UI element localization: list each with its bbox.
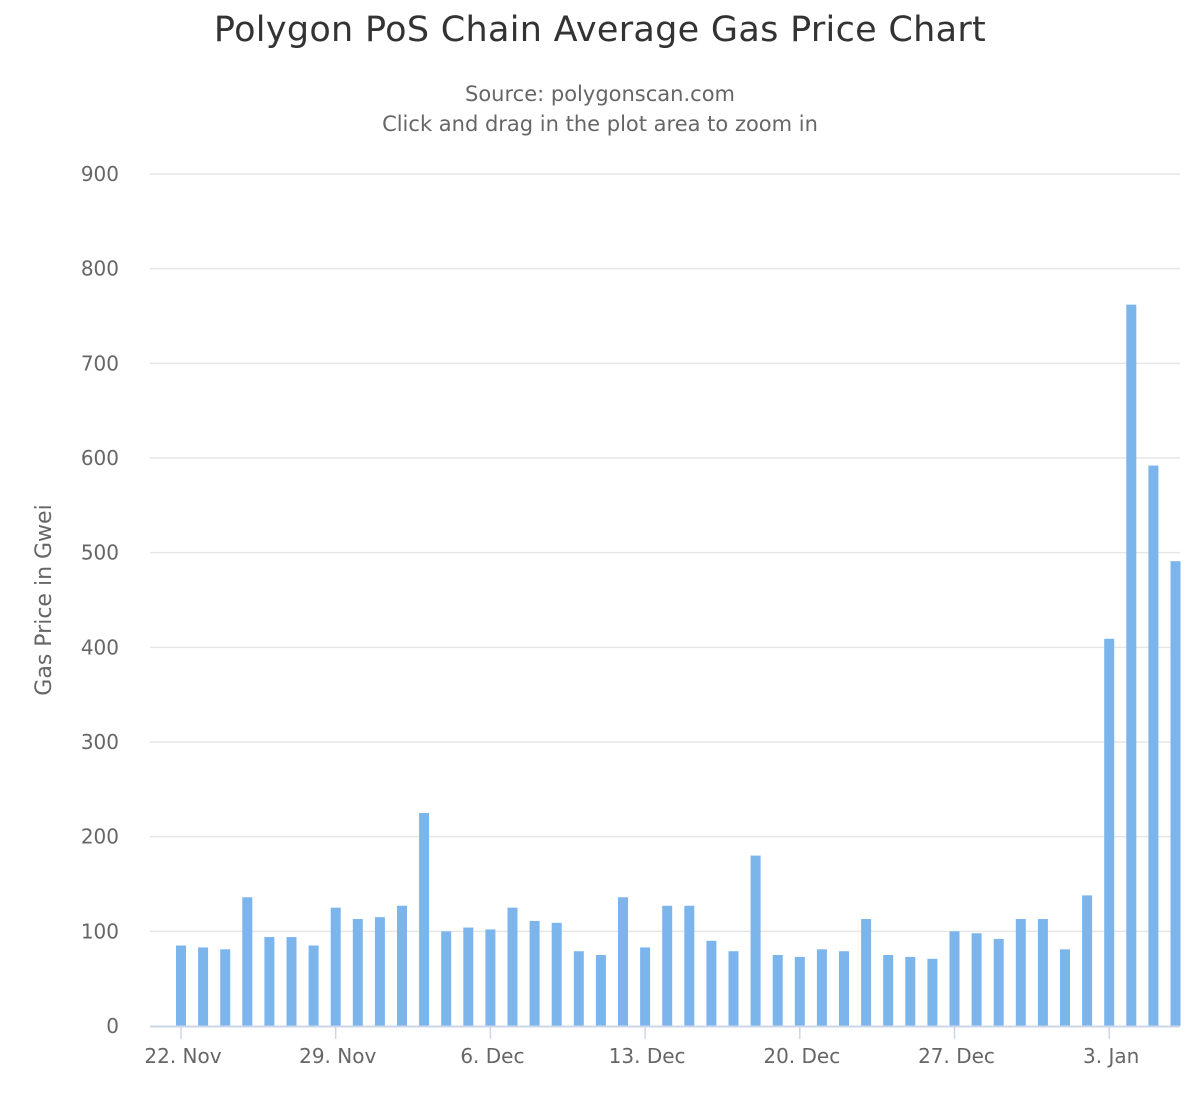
y-tick-label-100: 100 [81, 919, 119, 943]
bar-2[interactable] [220, 949, 231, 1026]
bar-series [176, 304, 1181, 1026]
y-tick-label-700: 700 [81, 351, 119, 375]
y-tick-label-200: 200 [81, 825, 119, 849]
bar-29[interactable] [816, 949, 827, 1026]
bar-5[interactable] [286, 937, 297, 1026]
bar-35[interactable] [949, 931, 960, 1026]
x-tick-label: 13. Dec [609, 1044, 686, 1068]
bar-37[interactable] [993, 938, 1004, 1026]
bar-19[interactable] [595, 955, 606, 1026]
bar-26[interactable] [750, 855, 761, 1026]
bar-45[interactable] [1170, 561, 1181, 1026]
bar-40[interactable] [1060, 949, 1070, 1026]
x-tick-label: 20. Dec [763, 1044, 840, 1068]
bar-36[interactable] [971, 933, 982, 1026]
bar-8[interactable] [352, 919, 363, 1026]
bar-41[interactable] [1082, 895, 1093, 1026]
y-tick-label-800: 800 [81, 257, 119, 281]
y-tick-label-600: 600 [81, 446, 119, 470]
bar-33[interactable] [905, 956, 916, 1026]
x-tick-label: 6. Dec [460, 1044, 524, 1068]
y-tick-label-0: 0 [106, 1014, 119, 1038]
chart-subtitle-source: Source: polygonscan.com [465, 82, 735, 106]
bar-31[interactable] [861, 919, 872, 1026]
x-axis: 22. Nov 29. Nov 6. Dec 13. Dec 20. Dec 27. De… [144, 1025, 1180, 1068]
bar-1[interactable] [198, 947, 209, 1026]
x-tick-label: 22. Nov [144, 1044, 221, 1068]
bar-16[interactable] [529, 920, 540, 1026]
bar-24[interactable] [706, 940, 717, 1026]
bar-13[interactable] [463, 927, 474, 1026]
bar-25[interactable] [728, 951, 739, 1026]
bar-3[interactable] [242, 897, 253, 1026]
y-tick-label-500: 500 [81, 541, 119, 565]
y-gridlines [150, 173, 1180, 933]
bar-32[interactable] [883, 955, 894, 1026]
bar-30[interactable] [839, 951, 849, 1026]
y-axis-label: Gas Price in Gwei [32, 504, 57, 695]
bar-21[interactable] [640, 947, 651, 1026]
bar-28[interactable] [794, 956, 805, 1026]
bar-15[interactable] [507, 907, 518, 1026]
bar-7[interactable] [330, 907, 341, 1026]
bar-23[interactable] [684, 905, 695, 1026]
bar-12[interactable] [441, 931, 452, 1026]
x-tick-label: 27. Dec [918, 1044, 995, 1068]
y-axis-tick-labels: 0 100 200 300 400 500 600 700 800 900 [81, 162, 119, 1038]
bar-39[interactable] [1037, 919, 1048, 1026]
x-tick-label: 3. Jan [1083, 1044, 1139, 1068]
bar-44[interactable] [1148, 465, 1159, 1026]
y-tick-label-900: 900 [81, 162, 119, 186]
bar-18[interactable] [573, 951, 584, 1026]
x-tick-label: 29. Nov [299, 1044, 376, 1068]
bar-14[interactable] [485, 929, 496, 1026]
bar-22[interactable] [662, 905, 673, 1026]
y-tick-label-300: 300 [81, 730, 119, 754]
y-tick-label-400: 400 [81, 635, 119, 659]
bar-11[interactable] [419, 813, 430, 1026]
bar-9[interactable] [374, 917, 385, 1026]
bar-0[interactable] [176, 945, 186, 1026]
bar-17[interactable] [551, 922, 562, 1026]
bar-20[interactable] [618, 897, 628, 1026]
bar-4[interactable] [264, 937, 275, 1026]
chart-title: Polygon PoS Chain Average Gas Price Char… [213, 10, 987, 50]
bar-6[interactable] [308, 945, 319, 1026]
bar-27[interactable] [772, 955, 783, 1026]
chart-subtitle-zoom-hint: Click and drag in the plot area to zoom … [382, 112, 818, 136]
bar-38[interactable] [1015, 919, 1026, 1026]
bar-43[interactable] [1126, 304, 1137, 1026]
bar-10[interactable] [397, 905, 407, 1026]
bar-42[interactable] [1104, 638, 1115, 1026]
bar-34[interactable] [927, 958, 938, 1026]
